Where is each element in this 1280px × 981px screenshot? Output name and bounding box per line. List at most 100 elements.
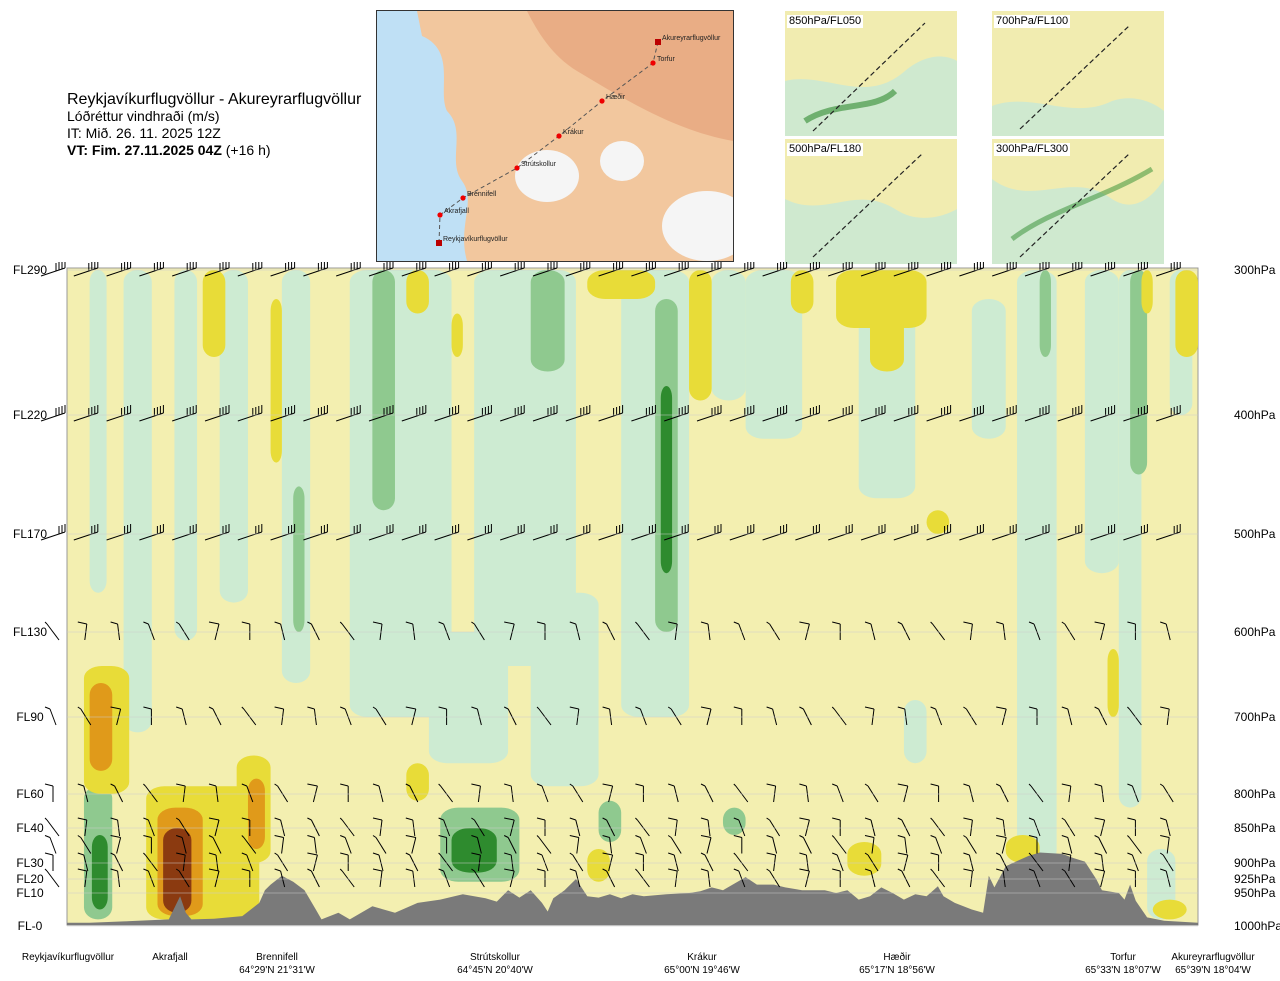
field-cell [1175,270,1198,357]
x-waypoint-label: Akrafjall [152,952,188,963]
level-map-700: 700hPa/FL100 [992,11,1164,136]
wind-barb [992,405,1017,422]
y-right-tick-label: 400hPa [1234,408,1276,422]
wind-barb [1123,524,1148,541]
wind-barb [336,262,361,277]
y-right-tick-label: 600hPa [1234,625,1276,639]
level-map-label: 700hPa/FL100 [994,15,1071,28]
wind-barb [696,524,722,541]
field-cell [660,386,673,574]
wind-barb [893,405,919,422]
field-cell [270,299,282,463]
wind-barb [438,835,448,854]
field-cell [123,270,152,733]
field-cell [722,807,746,835]
wind-barb [893,524,919,541]
field-cell [1017,270,1057,863]
wind-barb [44,783,54,802]
vertical-velocity-field [83,270,1198,920]
x-waypoint-coords: 65°33'N 18°07'W [1085,965,1161,976]
wind-barb [1061,835,1073,854]
wind-barb [237,262,263,277]
wind-barb [73,524,99,541]
wind-barb [307,835,317,854]
x-waypoint-label: Strútskollur [470,952,521,963]
wind-barb [664,405,689,422]
wind-barb [270,405,296,422]
waypoint-label: Strútskollur [521,161,557,168]
wind-barb [598,524,624,541]
field-cell [745,270,803,439]
wind-barb [274,835,285,854]
wind-barb [40,405,66,422]
wind-barb [1057,405,1083,422]
valid-offset: (+16 h) [225,142,271,158]
level-map-label: 300hPa/FL300 [994,143,1071,156]
y-right-tick-label: 300hPa [1234,263,1276,277]
wind-barb [565,262,591,277]
wind-barb [1024,405,1050,422]
wind-barb [434,524,460,541]
y-right-tick-label: 950hPa [1234,886,1276,900]
wind-barb [44,868,60,888]
wind-barb [1024,524,1050,541]
wind-barb [897,835,908,854]
x-waypoint-coords: 64°45'N 20°40'W [457,965,533,976]
wind-barb [729,524,755,541]
wind-barb [44,706,57,726]
x-waypoint-coords: 64°29'N 21°31'W [239,965,315,976]
wind-barb [208,835,222,854]
y-right-tick-label: 500hPa [1234,527,1276,541]
wind-barb [828,262,853,277]
field-cell [219,270,248,603]
valid-time-value: VT: Fim. 27.11.2025 04Z [67,142,222,158]
field-cell [1130,270,1148,475]
glacier-3 [662,191,733,261]
waypoint-label: Torfur [657,56,676,63]
wind-barb [569,835,580,854]
wind-barb [434,405,460,422]
route-map-canvas: Akureyrarflugvöllur Torfur Hæðir Krákur Strú… [417,11,733,261]
wind-barb [565,524,591,541]
wind-barb [893,262,919,277]
field-cell [91,835,108,910]
terrain-layer [67,852,1198,925]
field-cell [89,683,113,771]
wind-barb [172,262,197,277]
waypoint-marker [437,212,443,218]
field-cell [711,270,746,401]
field-cell [89,270,107,593]
wind-barb [401,262,427,277]
wind-barb [1160,835,1170,854]
wind-barb [565,405,591,422]
wind-barb [77,835,92,854]
wind-barb [434,262,460,277]
level-map-850-canvas [785,11,957,136]
wind-barb [828,405,853,422]
wind-barb [500,262,525,277]
wind-barb [1057,524,1083,541]
field-cell [1039,270,1051,357]
wind-barb [270,262,296,277]
wind-barb [664,262,689,277]
x-waypoint-label: Torfur [1110,952,1136,963]
wind-barb [303,524,328,541]
field-cell [1152,899,1187,920]
field-cell [174,270,198,641]
wind-barb [795,405,820,422]
wind-barb [139,524,164,541]
waypoint-label: Brennifell [467,191,497,198]
wind-barb [996,835,1007,854]
wind-barb [106,262,132,277]
wind-barb [700,835,712,854]
wind-barb [1123,262,1148,277]
wind-barb [467,262,492,277]
wind-barb [368,405,394,422]
wind-barb [959,262,984,277]
glacier-2 [600,141,644,181]
wind-barb [40,262,66,277]
wind-barb [471,835,482,854]
wind-barb [143,835,152,854]
wind-barb [799,835,812,854]
wind-barb [631,262,656,277]
